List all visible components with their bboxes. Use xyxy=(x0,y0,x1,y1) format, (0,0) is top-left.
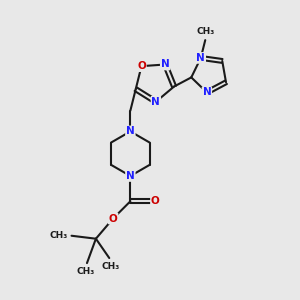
Text: CH₃: CH₃ xyxy=(102,262,120,271)
Text: O: O xyxy=(137,61,146,71)
Text: CH₃: CH₃ xyxy=(50,231,68,240)
Text: N: N xyxy=(196,53,205,63)
Text: CH₃: CH₃ xyxy=(196,27,214,36)
Text: N: N xyxy=(126,171,135,181)
Text: N: N xyxy=(161,59,170,70)
Text: O: O xyxy=(151,196,160,206)
Text: N: N xyxy=(152,97,160,107)
Text: N: N xyxy=(126,126,135,136)
Text: N: N xyxy=(202,88,211,98)
Text: O: O xyxy=(109,214,118,224)
Text: CH₃: CH₃ xyxy=(76,267,94,276)
